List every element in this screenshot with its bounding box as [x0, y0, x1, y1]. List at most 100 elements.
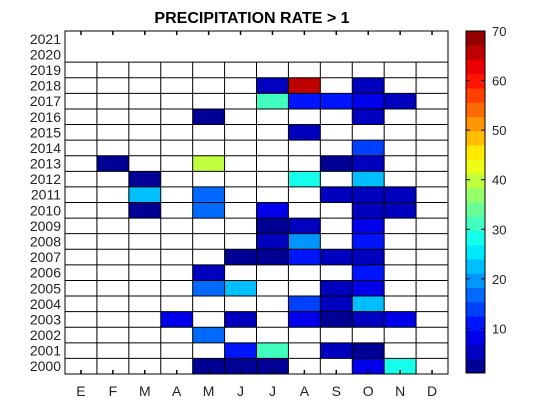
colorbar-band — [466, 259, 485, 274]
x-tick-label: F — [109, 383, 118, 399]
colorbar-tick-label: 50 — [492, 123, 506, 138]
heatmap-cell — [256, 218, 289, 234]
colorbar-band — [466, 102, 485, 117]
heatmap-cell — [256, 77, 289, 94]
heatmap-cell — [320, 93, 353, 109]
y-tick-label: 2008 — [30, 233, 61, 249]
heatmap-cell — [320, 186, 353, 203]
heatmap-cell — [288, 77, 321, 94]
heatmap-cell — [224, 249, 257, 265]
heatmap-cell — [96, 155, 129, 172]
heatmap-cell — [352, 233, 385, 250]
heatmap-cell — [192, 108, 225, 125]
heatmap-cell — [256, 249, 289, 265]
heatmap-cell — [352, 108, 385, 125]
heatmap-cell — [352, 358, 385, 374]
heatmap-cell — [288, 311, 321, 328]
heatmap-cell — [288, 233, 321, 250]
colorbar-band — [466, 159, 485, 174]
heatmap-cell — [224, 342, 257, 359]
y-tick-label: 2012 — [30, 171, 61, 187]
grid-lines — [65, 61, 448, 374]
y-axis-labels: 2000200120022003200420052006200720082009… — [30, 31, 61, 374]
chart-title: PRECIPITATION RATE > 1 — [154, 10, 349, 27]
heatmap-cell — [320, 311, 353, 328]
heatmap-cell — [288, 124, 321, 141]
heatmap-cell — [288, 296, 321, 312]
x-tick-label: S — [332, 383, 341, 399]
axis-ticks — [80, 31, 433, 374]
x-tick-label: N — [395, 383, 405, 399]
x-tick-label: J — [269, 383, 276, 399]
heatmap-cell — [320, 342, 353, 359]
colorbar-band — [466, 173, 485, 189]
y-tick-label: 2009 — [30, 218, 61, 234]
colorbar-frame — [465, 30, 486, 374]
heatmap-cell — [352, 77, 385, 94]
heatmap-cell — [352, 280, 385, 297]
colorbar-band — [466, 88, 485, 103]
colorbar-band — [466, 116, 485, 132]
heatmap-cell — [352, 264, 385, 281]
y-tick-label: 2003 — [30, 311, 61, 327]
y-tick-label: 2013 — [30, 156, 61, 172]
heatmap-cell — [224, 311, 257, 328]
y-tick-label: 2011 — [31, 187, 61, 203]
heatmap-cell — [352, 202, 385, 219]
colorbar-tick-label: 10 — [492, 321, 506, 336]
heatmap-cell — [352, 218, 385, 234]
colorbar-band — [466, 187, 485, 203]
y-tick-label: 2015 — [30, 124, 61, 140]
heatmap-cell — [128, 171, 161, 187]
y-tick-label: 2006 — [30, 265, 61, 281]
colorbar-band — [466, 316, 485, 331]
colorbar-band — [466, 273, 485, 288]
x-tick-label: A — [300, 383, 310, 399]
y-tick-label: 2010 — [30, 202, 61, 218]
heatmap-cell — [384, 202, 417, 219]
heatmap-cell — [352, 186, 385, 203]
heatmap-cell — [256, 93, 289, 109]
heatmap-cell — [384, 93, 417, 109]
heatmap-cell — [352, 155, 385, 172]
colorbar-band — [466, 216, 485, 231]
heatmap-cell — [320, 280, 353, 297]
heatmap-cell — [224, 280, 257, 297]
colorbar-band — [466, 31, 485, 46]
heatmap-cell — [192, 264, 225, 281]
colorbar-tick-label: 40 — [492, 173, 506, 188]
colorbar-band — [466, 230, 485, 246]
heatmap-cell — [352, 249, 385, 265]
heatmap-cell — [384, 358, 417, 374]
y-tick-label: 2020 — [30, 46, 61, 62]
colorbar-band — [466, 45, 485, 60]
colorbar-band — [466, 301, 485, 317]
heatmap-cell — [352, 342, 385, 359]
colorbar-band — [466, 244, 485, 260]
x-tick-label: D — [427, 383, 437, 399]
colorbar-tick-label: 60 — [492, 74, 506, 89]
heatmap-cell — [352, 296, 385, 312]
plot-frame — [64, 30, 449, 375]
heatmap-cell — [352, 93, 385, 109]
y-tick-label: 2017 — [30, 93, 61, 109]
colorbar-band — [466, 130, 485, 146]
heatmap-cell — [352, 140, 385, 156]
heatmap-cell — [288, 171, 321, 187]
heatmap-cell — [192, 280, 225, 297]
y-tick-label: 2005 — [30, 280, 61, 296]
colorbar-tick-label: 20 — [492, 272, 506, 287]
y-tick-label: 2016 — [30, 109, 61, 125]
heatmap-cell — [192, 327, 225, 343]
x-tick-label: M — [203, 383, 215, 399]
y-tick-label: 2002 — [30, 327, 61, 343]
heatmap-cell — [256, 358, 289, 374]
colorbar-tick-label: 30 — [492, 222, 506, 237]
heatmap-cell — [352, 311, 385, 328]
heatmap-cell — [288, 93, 321, 109]
heatmap-cell — [128, 202, 161, 219]
heatmap-cell — [288, 218, 321, 234]
y-tick-label: 2014 — [30, 140, 61, 156]
